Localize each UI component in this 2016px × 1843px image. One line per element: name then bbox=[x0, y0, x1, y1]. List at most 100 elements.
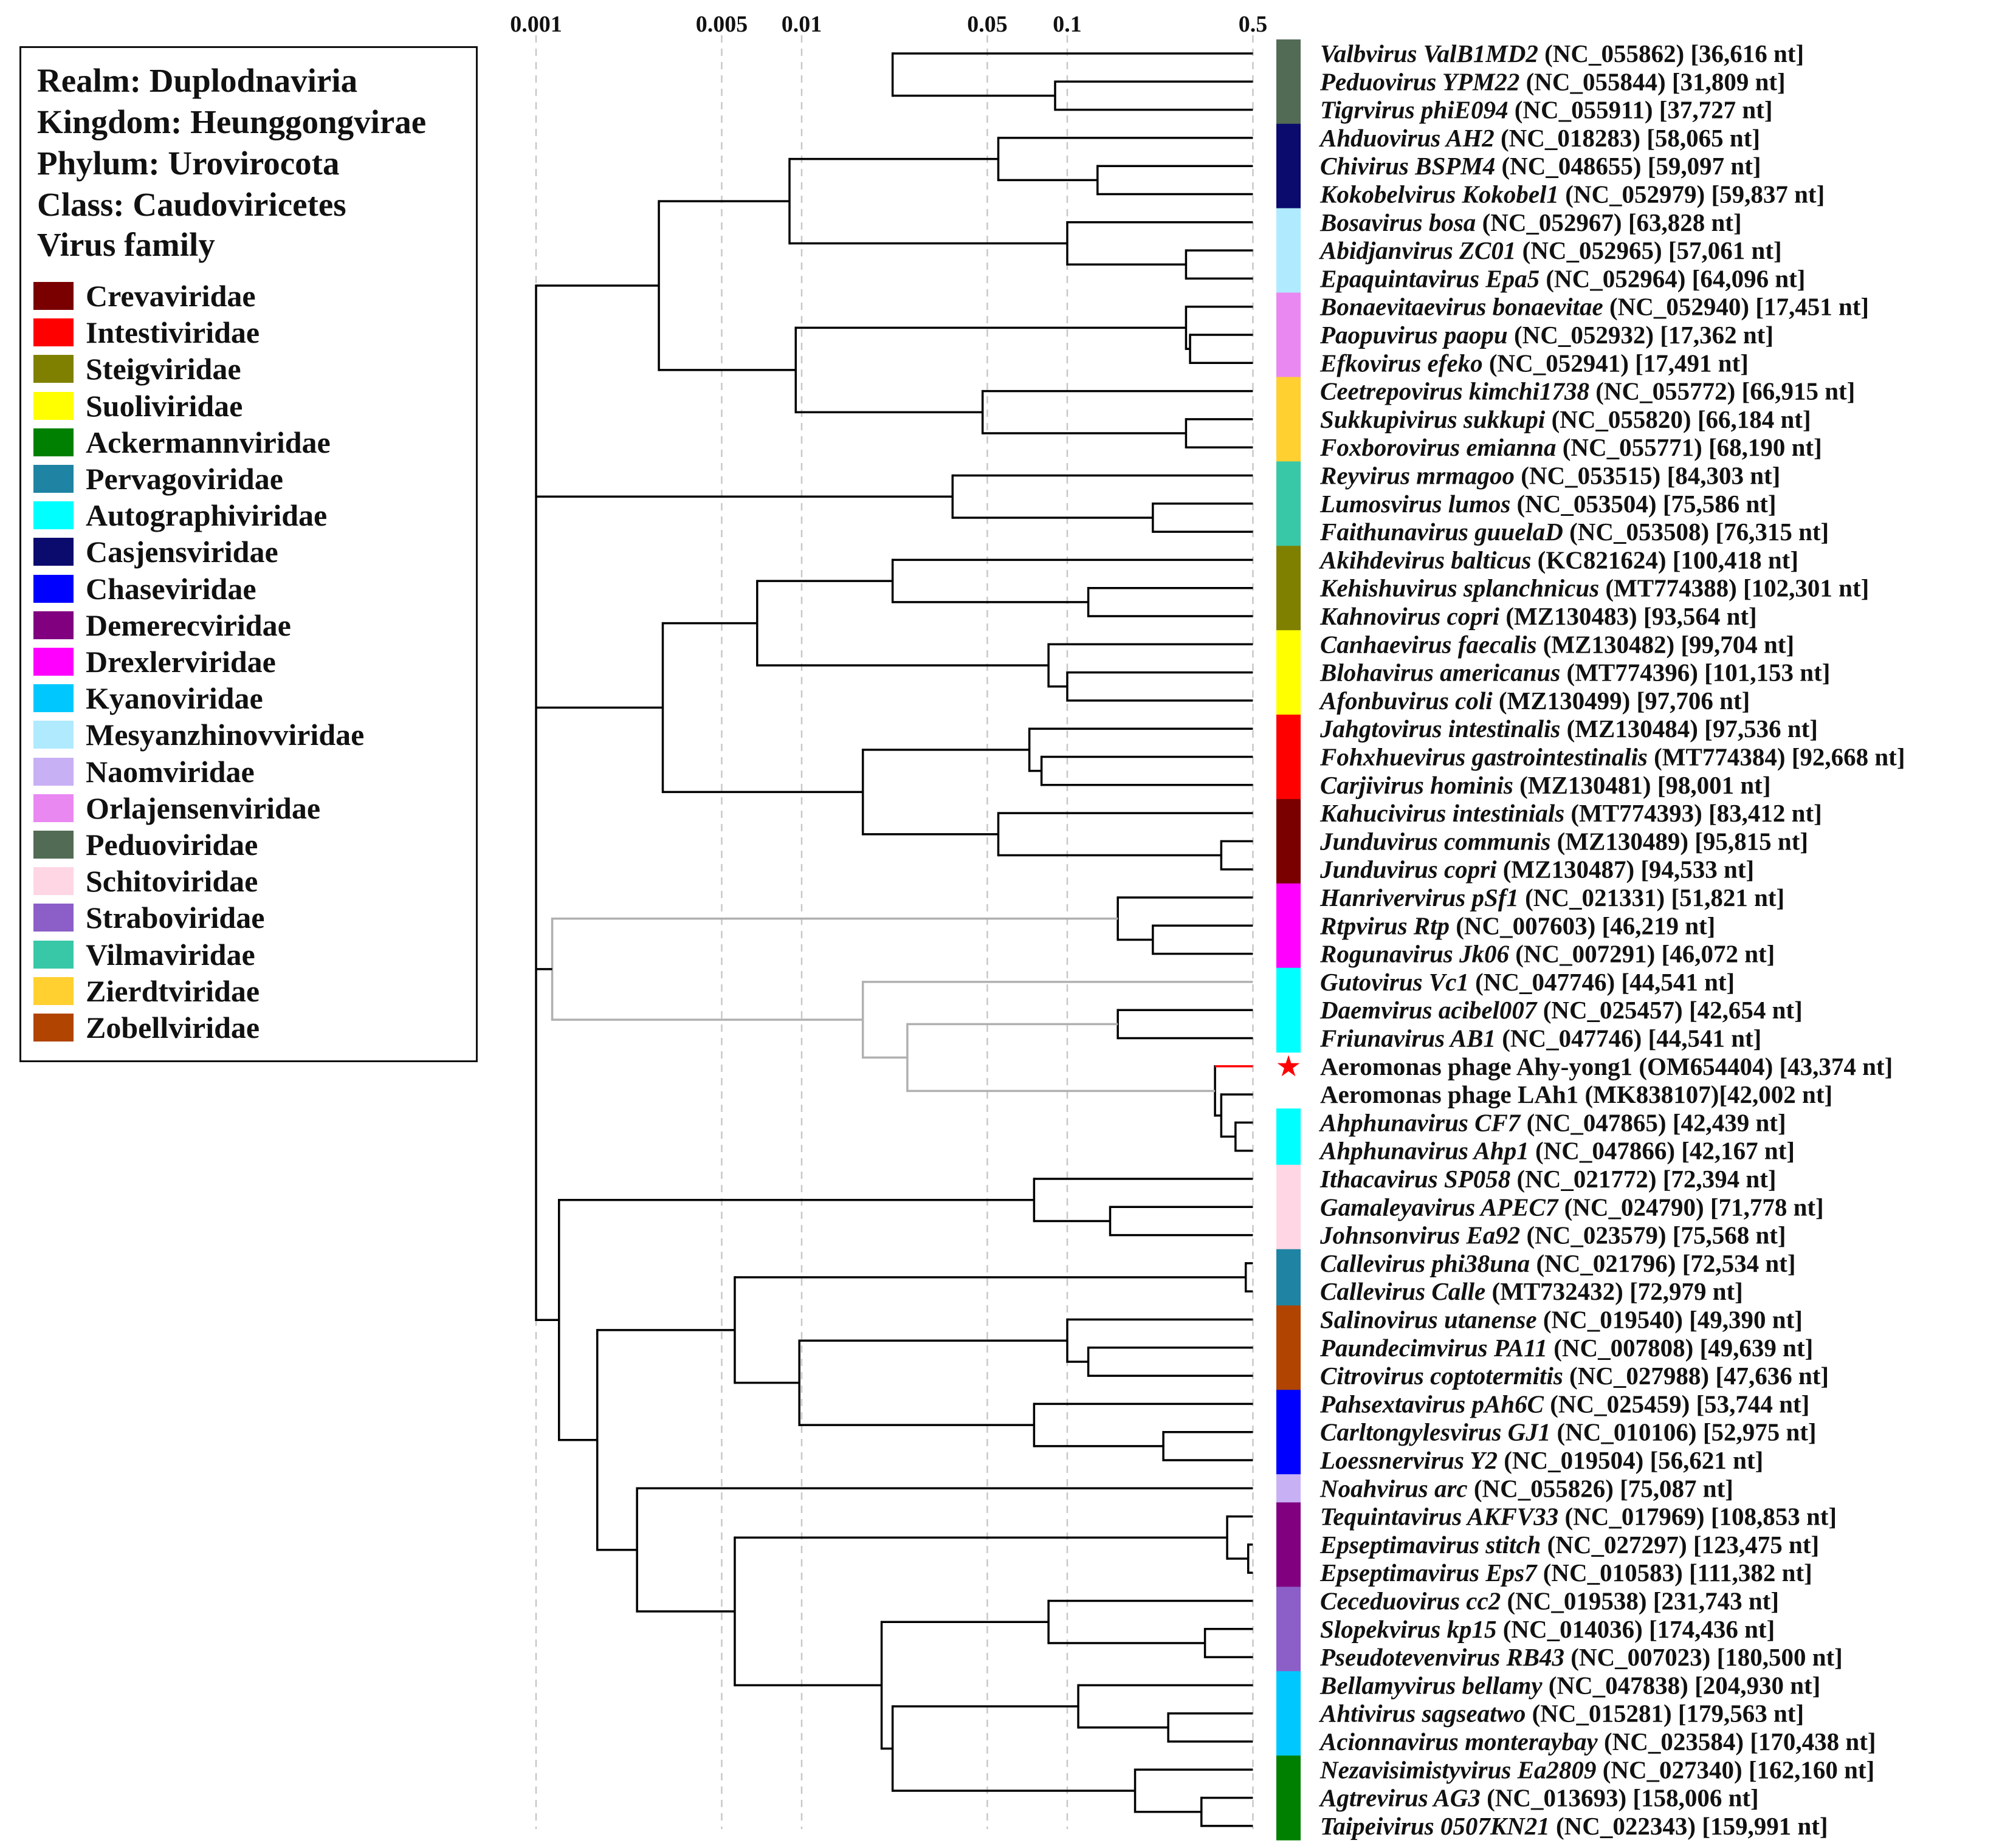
legend-family-item: Suoliviridae bbox=[33, 389, 243, 423]
legend-family-item: Autographiviridae bbox=[33, 498, 327, 532]
tip-accession: (NC_017969) [108,853 nt] bbox=[1565, 1503, 1837, 1531]
family-strip-cell bbox=[1276, 1333, 1301, 1362]
tip-accession: (NC_055826) [75,087 nt] bbox=[1474, 1474, 1733, 1502]
tip-label: Bonaevitaevirus bonaevitae (NC_052940) [… bbox=[1319, 293, 1869, 321]
tip-genus: Ceetrepovirus kimchi1738 bbox=[1320, 377, 1595, 405]
family-strip-cell bbox=[1276, 1221, 1301, 1250]
legend-swatch bbox=[33, 391, 74, 420]
tip-accession: (MT732432) [72,979 nt] bbox=[1491, 1277, 1742, 1305]
legend-swatch bbox=[33, 1014, 74, 1042]
scale-tick-label: 0.01 bbox=[782, 12, 822, 37]
family-strip-cell bbox=[1276, 1755, 1301, 1785]
tip-label: Ceetrepovirus kimchi1738 (NC_055772) [66… bbox=[1320, 377, 1855, 405]
tip-label: Epseptimavirus stitch (NC_027297) [123,4… bbox=[1319, 1531, 1819, 1559]
highlight-star-icon: ★ bbox=[1275, 1049, 1301, 1083]
tip-genus: Callevirus phi38una bbox=[1320, 1249, 1536, 1277]
legend-swatch bbox=[33, 867, 74, 896]
tip-accession: (NC_047746) [44,541 nt] bbox=[1502, 1024, 1761, 1052]
tip-accession: (MT774396) [101,153 nt] bbox=[1567, 659, 1831, 687]
tip-label: Kahucivirus intestinials (MT774393) [83,… bbox=[1319, 799, 1822, 827]
family-strip-cell bbox=[1276, 1024, 1301, 1053]
legend-family-name: Mesyanzhinovviridae bbox=[86, 718, 365, 752]
tip-genus: Blohavirus americanus bbox=[1319, 659, 1567, 687]
family-strip-cell bbox=[1276, 1193, 1301, 1222]
legend-phylum: Phylum: Urovirocota bbox=[37, 145, 340, 182]
legend-family-name: Zierdtviridae bbox=[86, 973, 260, 1008]
legend-family-name: Casjensviridae bbox=[86, 535, 278, 569]
tip-accession: (NC_007808) [49,639 nt] bbox=[1553, 1334, 1813, 1362]
family-strip-cell bbox=[1276, 39, 1301, 68]
tip-label: Reyvirus mrmagoo (NC_053515) [84,303 nt] bbox=[1319, 462, 1780, 490]
tip-genus: Acionnavirus monteraybay bbox=[1318, 1728, 1604, 1755]
legend-family-item: Naomviridae bbox=[33, 755, 255, 789]
family-strip-cell bbox=[1276, 1811, 1301, 1841]
tip-genus: Foxborovirus emianna bbox=[1319, 433, 1563, 461]
legend-kingdom: Kingdom: Heunggongvirae bbox=[37, 103, 427, 140]
family-strip-cell bbox=[1276, 770, 1301, 800]
legend-swatch bbox=[33, 611, 74, 639]
legend-family-item: Casjensviridae bbox=[33, 535, 278, 569]
tip-genus: Kahucivirus intestinials bbox=[1319, 799, 1570, 827]
tip-genus: Lumosvirus lumos bbox=[1319, 490, 1517, 518]
tip-label: Gamaleyavirus APEC7 (NC_024790) [71,778 … bbox=[1320, 1193, 1824, 1221]
legend-family-name: Intestiviridae bbox=[86, 315, 260, 350]
tip-label: Hanrivervirus pSf1 (NC_021331) [51,821 n… bbox=[1319, 884, 1784, 911]
legend-swatch bbox=[33, 282, 74, 310]
tip-genus: Tequintavirus AKFV33 bbox=[1320, 1503, 1565, 1531]
legend-swatch bbox=[33, 721, 74, 749]
tip-accession: (NC_055911) [37,727 nt] bbox=[1515, 96, 1773, 124]
tip-genus: Ahtivirus sagseatwo bbox=[1318, 1700, 1532, 1728]
family-strip-cell bbox=[1276, 123, 1301, 153]
tip-label: Carjivirus hominis (MZ130481) [98,001 nt… bbox=[1320, 771, 1771, 799]
tip-label: Fohxhuevirus gastrointestinalis (MT77438… bbox=[1319, 743, 1905, 771]
tip-accession: (NC_019504) [56,621 nt] bbox=[1504, 1446, 1763, 1474]
tip-accession: (NC_027297) [123,475 nt] bbox=[1547, 1531, 1820, 1559]
legend-family-name: Orlajensenviridae bbox=[86, 791, 321, 825]
tip-accession: (NC_047746) [44,541 nt] bbox=[1475, 968, 1735, 996]
family-strip-cell bbox=[1276, 574, 1301, 603]
legend-family-item: Peduoviridae bbox=[33, 828, 258, 862]
tip-accession: (NC_053508) [76,315 nt] bbox=[1569, 518, 1829, 546]
tip-genus: Callevirus Calle bbox=[1320, 1277, 1491, 1305]
legend-swatch bbox=[33, 940, 74, 969]
legend-swatch bbox=[33, 501, 74, 530]
tip-accession: (MZ130487) [94,533 nt] bbox=[1503, 856, 1754, 884]
tip-label: Epseptimavirus Eps7 (NC_010583) [111,382… bbox=[1319, 1559, 1812, 1587]
family-strip-cell bbox=[1276, 827, 1301, 856]
tip-accession: (NC_022343) [159,991 nt] bbox=[1556, 1812, 1828, 1840]
tip-accession: (NC_021772) [72,394 nt] bbox=[1517, 1165, 1777, 1193]
tip-label: Aeromonas phage Ahy-yong1 (OM654404) [43… bbox=[1320, 1052, 1893, 1080]
tip-genus: Pahsextavirus pAh6C bbox=[1319, 1390, 1550, 1418]
tip-label: Acionnavirus monteraybay (NC_023584) [17… bbox=[1318, 1728, 1876, 1755]
legend-family-item: Mesyanzhinovviridae bbox=[33, 718, 365, 752]
family-strip-cell bbox=[1276, 658, 1301, 687]
tip-label: Canhaevirus faecalis (MZ130482) [99,704 … bbox=[1320, 630, 1794, 658]
family-strip-cell bbox=[1276, 67, 1301, 97]
tip-accession: (NC_052941) [17,491 nt] bbox=[1489, 349, 1749, 377]
family-strip-cell bbox=[1276, 1277, 1301, 1306]
tip-genus: Citrovirus coptotermitis bbox=[1320, 1362, 1569, 1390]
family-strip-cell bbox=[1276, 1361, 1301, 1390]
tip-accession: (NC_053504) [75,586 nt] bbox=[1517, 490, 1777, 518]
legend-family-item: Zierdtviridae bbox=[33, 973, 260, 1008]
family-strip-cell bbox=[1276, 546, 1301, 575]
tip-label: Agtrevirus AG3 (NC_013693) [158,006 nt] bbox=[1318, 1784, 1759, 1812]
tip-genus: Tigrvirus phiE094 bbox=[1320, 96, 1515, 124]
tip-label: Tigrvirus phiE094 (NC_055911) [37,727 nt… bbox=[1320, 96, 1773, 124]
tip-accession: (NC_019538) [231,743 nt] bbox=[1507, 1587, 1779, 1615]
tip-label: Valbvirus ValB1MD2 (NC_055862) [36,616 n… bbox=[1320, 39, 1804, 67]
family-strip-cell bbox=[1276, 1587, 1301, 1616]
legend-family-item: Pervagoviridae bbox=[33, 462, 283, 496]
family-strip-cell bbox=[1276, 911, 1301, 941]
legend-family-name: Zobellviridae bbox=[86, 1011, 260, 1045]
legend-family-name: Crevaviridae bbox=[86, 279, 256, 313]
tip-accession: (NC_048655) [59,097 nt] bbox=[1502, 152, 1761, 180]
legend-family-name: Kyanoviridae bbox=[86, 681, 263, 716]
tip-genus: Junduvirus communis bbox=[1319, 827, 1557, 855]
tip-genus: Peduovirus YPM22 bbox=[1319, 67, 1526, 95]
tip-accession: (MT774388) [102,301 nt] bbox=[1605, 574, 1869, 602]
tip-accession: (NC_052967) [63,828 nt] bbox=[1482, 208, 1742, 236]
tip-genus: Johnsonvirus Ea92 bbox=[1319, 1221, 1527, 1249]
tip-genus: Taipeivirus 0507KN21 bbox=[1320, 1812, 1556, 1840]
